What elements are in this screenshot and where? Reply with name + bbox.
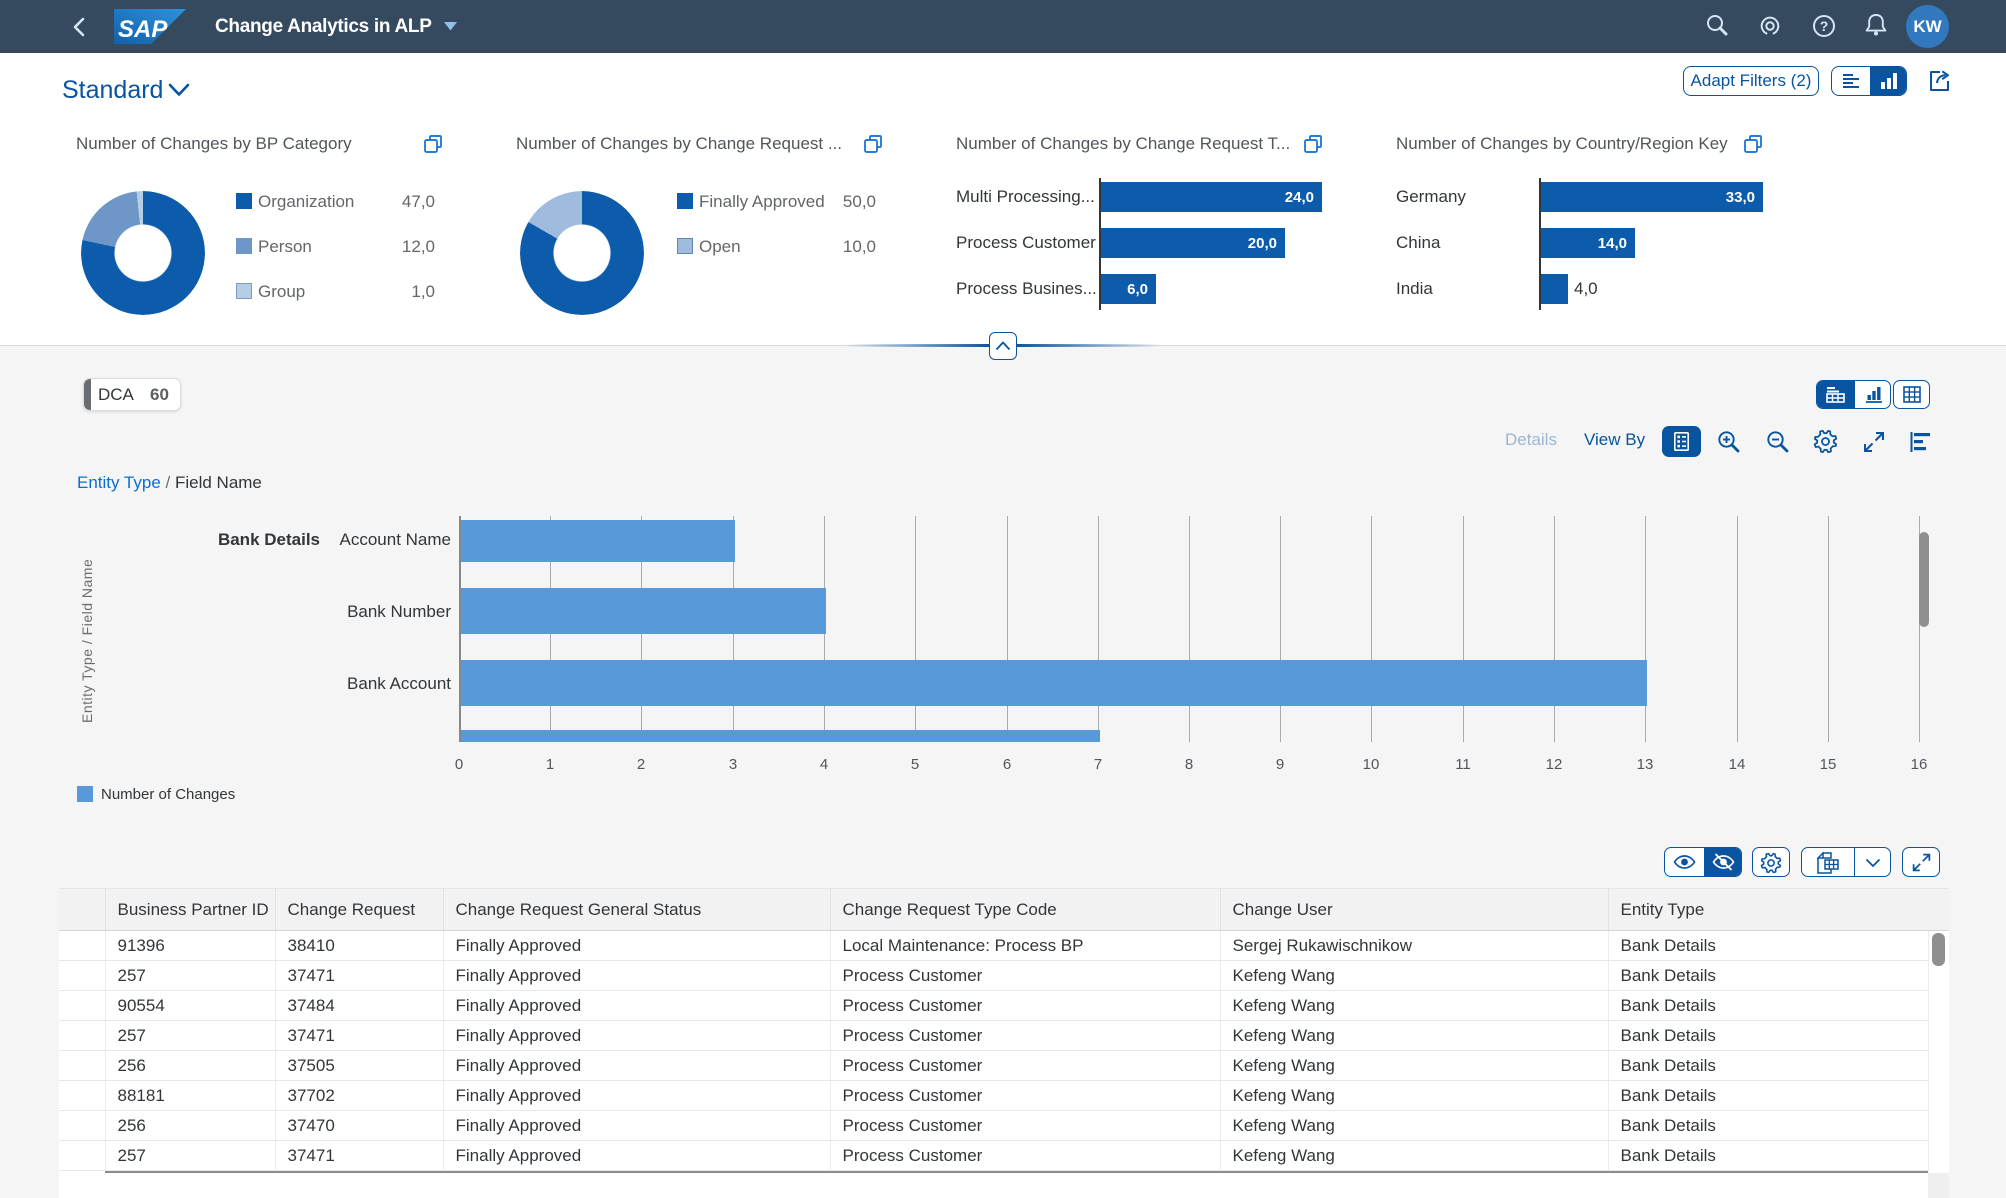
svg-text:?: ? xyxy=(1820,18,1829,34)
svg-text:SAP: SAP xyxy=(118,16,168,43)
